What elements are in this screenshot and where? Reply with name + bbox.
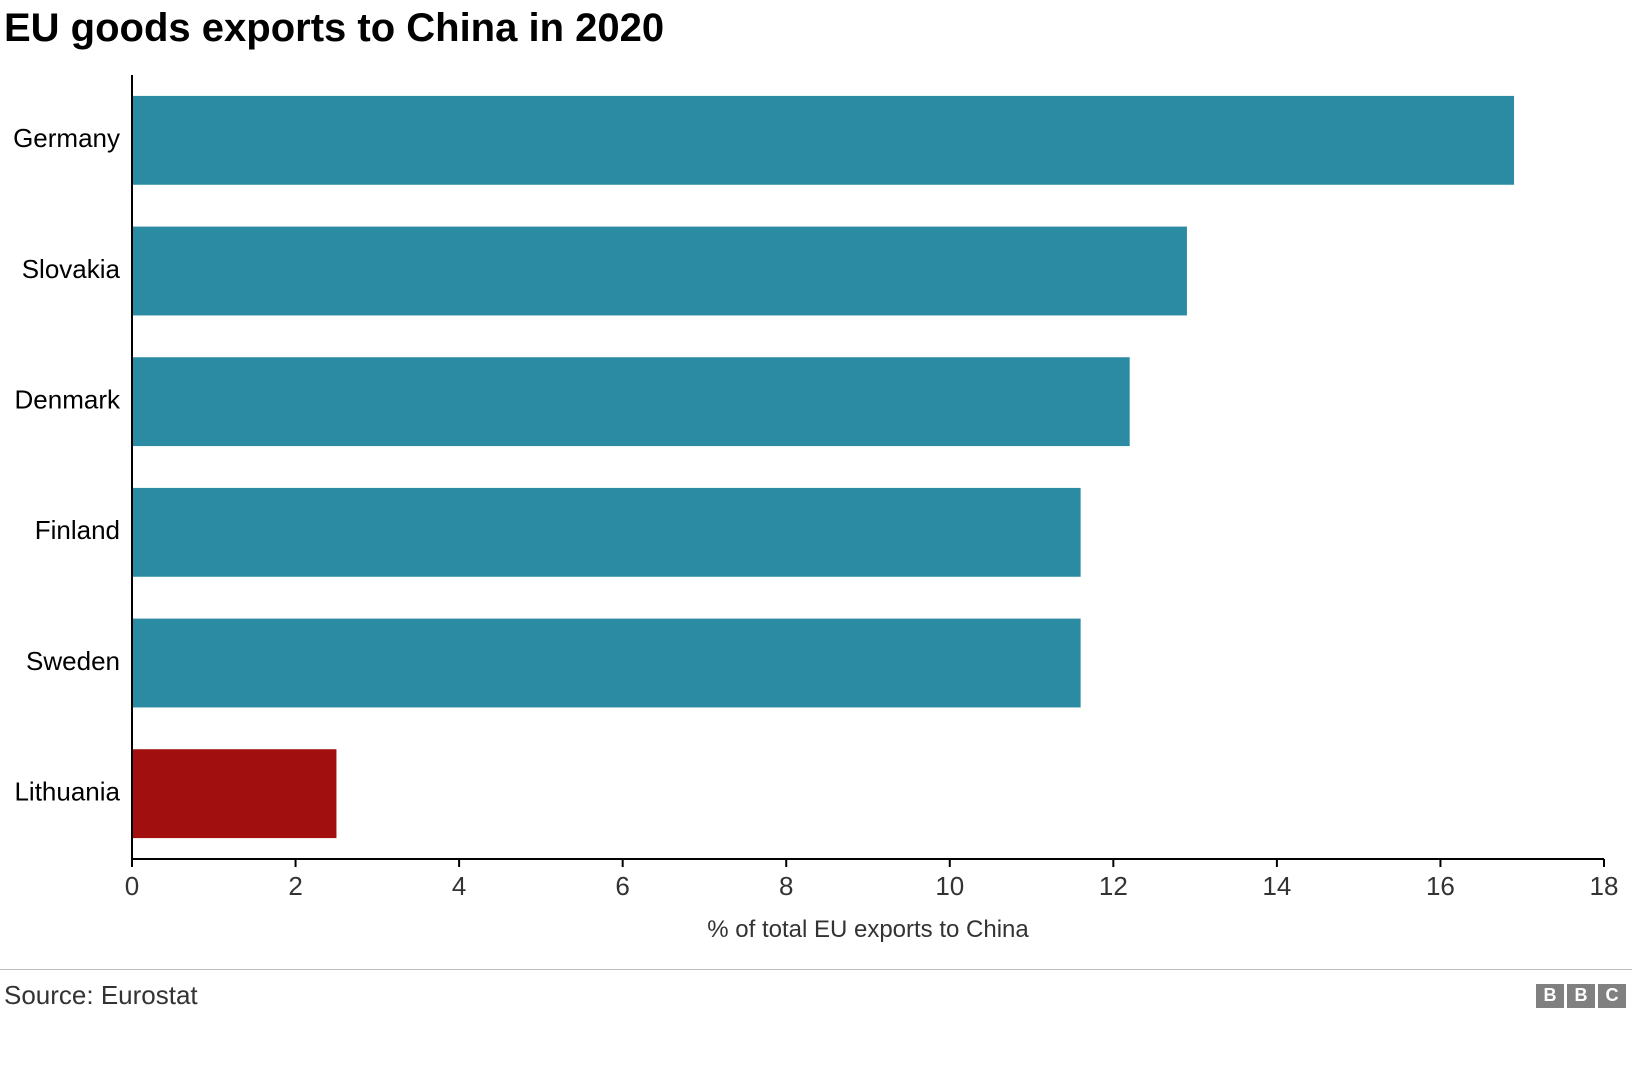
chart-area: Germany Slovakia Denmark Finland Sweden Lithu… — [0, 69, 1632, 969]
x-tick-label: 6 — [615, 871, 629, 901]
x-tick-label: 8 — [779, 871, 793, 901]
category-label: Germany — [13, 123, 120, 153]
x-tick-label: 2 — [288, 871, 302, 901]
bbc-logo-letter: B — [1567, 984, 1595, 1008]
chart-title: EU goods exports to China in 2020 — [0, 0, 1632, 69]
bar-finland — [132, 488, 1081, 577]
bar-chart-svg: Germany Slovakia Denmark Finland Sweden Lithu… — [0, 69, 1632, 969]
category-label: Sweden — [26, 646, 120, 676]
category-label: Lithuania — [14, 777, 120, 807]
bar-slovakia — [132, 227, 1187, 316]
bbc-logo-letter: C — [1598, 984, 1626, 1008]
source-text: Source: Eurostat — [4, 980, 198, 1011]
x-tick-label: 18 — [1590, 871, 1619, 901]
chart-footer: Source: Eurostat B B C — [0, 969, 1632, 1011]
x-tick-label: 0 — [125, 871, 139, 901]
bar-sweden — [132, 619, 1081, 708]
bar-germany — [132, 96, 1514, 185]
bbc-logo: B B C — [1536, 984, 1626, 1008]
category-label: Finland — [35, 515, 120, 545]
x-tick-label: 4 — [452, 871, 466, 901]
x-tick-label: 12 — [1099, 871, 1128, 901]
x-tick-label: 14 — [1262, 871, 1291, 901]
category-label: Denmark — [15, 385, 121, 415]
x-axis-label: % of total EU exports to China — [707, 916, 1029, 943]
category-label: Slovakia — [22, 254, 121, 284]
x-tick-label: 16 — [1426, 871, 1455, 901]
x-tick-label: 10 — [935, 871, 964, 901]
page-root: EU goods exports to China in 2020 German… — [0, 0, 1632, 1092]
bar-denmark — [132, 357, 1130, 446]
bbc-logo-letter: B — [1536, 984, 1564, 1008]
bar-lithuania — [132, 749, 336, 838]
